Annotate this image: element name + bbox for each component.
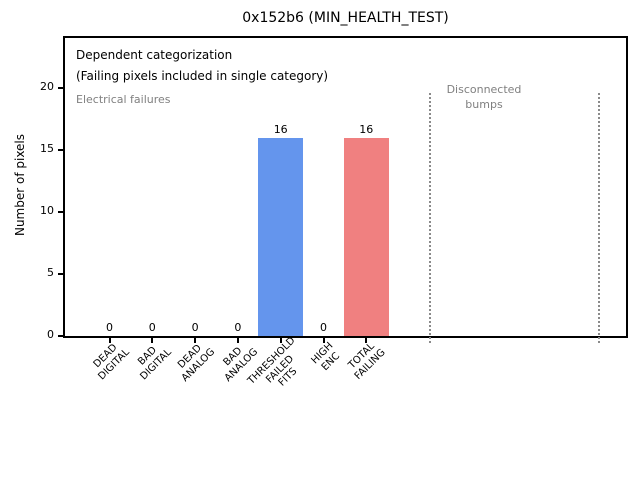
x-tick — [322, 338, 325, 343]
y-tick — [58, 335, 63, 337]
value-label-bad-analog: 0 — [234, 321, 242, 334]
annotation-electrical-failures: Electrical failures — [76, 93, 171, 106]
value-label-high-enc: 0 — [320, 321, 327, 334]
x-tick — [108, 338, 111, 343]
y-tick-label: 0 — [47, 328, 54, 341]
x-tick-label-text: THRESHOLD FAILED FITS — [245, 335, 300, 389]
y-axis-label: Number of pixels — [13, 133, 27, 237]
y-tick-label: 10 — [40, 204, 54, 218]
y-tick — [58, 87, 63, 90]
y-tick-label: 20 — [40, 80, 54, 94]
x-tick-label-text: BAD DIGITAL — [136, 344, 174, 383]
y-tick-label: 15 — [40, 142, 54, 156]
annotation-dependent-categorization: Dependent categorization — [76, 48, 233, 62]
x-tick-label-text: HIGH ENC — [308, 340, 342, 373]
y-tick — [58, 273, 63, 276]
value-label-total-failing: 16 — [359, 122, 374, 136]
annotation-disconnected-bumps: Disconnected bumps — [446, 83, 522, 111]
y-tick — [58, 149, 63, 152]
x-tick — [365, 338, 368, 343]
chart-title: 0x152b6 (MIN_HEALTH_TEST) — [242, 10, 449, 26]
value-label-bad-digital: 0 — [148, 321, 156, 334]
section-divider-line — [597, 93, 600, 343]
bar-threshold-failed-fits — [258, 137, 304, 336]
value-label-dead-digital: 0 — [106, 321, 113, 334]
x-tick-label-text: DEAD DIGITAL — [91, 342, 131, 383]
y-tick-label: 5 — [47, 266, 54, 280]
x-tick — [236, 338, 239, 343]
bar-total-failing — [343, 137, 389, 336]
value-label-dead-analog: 0 — [191, 321, 199, 334]
x-tick-label-text: DEAD ANALOG — [176, 342, 217, 384]
x-tick — [279, 338, 282, 343]
section-divider-line — [428, 93, 431, 343]
x-tick — [151, 338, 154, 343]
x-tick — [194, 338, 197, 343]
y-tick — [58, 211, 63, 214]
value-label-threshold-failed-fits: 16 — [273, 122, 288, 136]
annotation-failing-note: (Failing pixels included in single categ… — [76, 69, 329, 83]
x-tick-label-text: TOTAL FAILING — [346, 340, 388, 382]
